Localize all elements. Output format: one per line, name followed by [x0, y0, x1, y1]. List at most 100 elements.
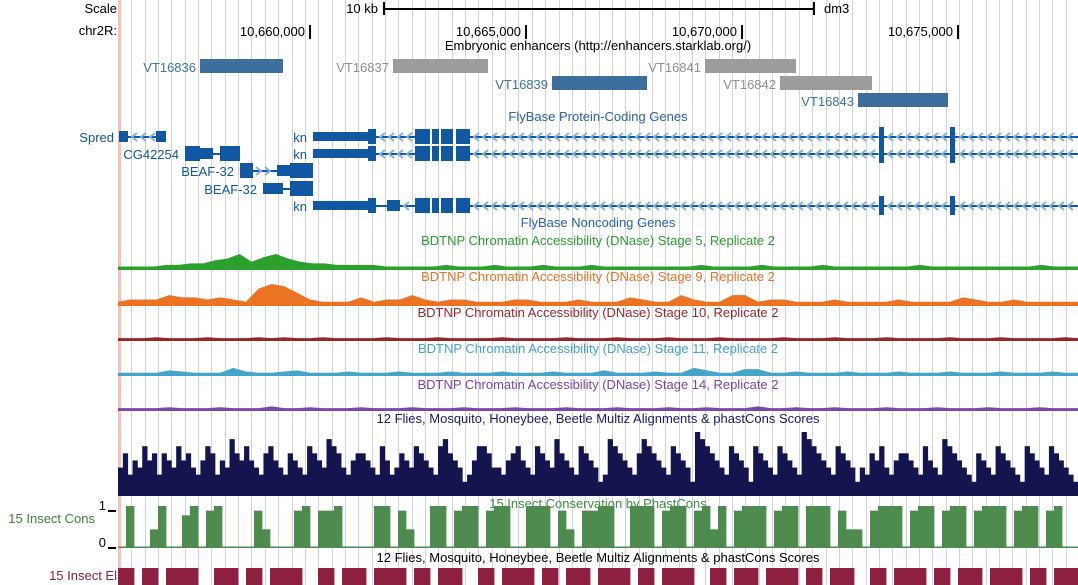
ruler-coordinate-label: 10,670,000	[671, 24, 737, 39]
ruler-coordinate-label: 10,660,000	[239, 24, 305, 39]
gene-exon-tick-kn[interactable]	[950, 144, 955, 163]
gene-exon-kn[interactable]	[313, 149, 368, 158]
enhancer-VT16839[interactable]	[552, 76, 647, 90]
gene-exon-CG42254[interactable]	[185, 146, 200, 161]
track-graph-stage5[interactable]	[118, 254, 1078, 270]
track-graph-multiz[interactable]	[118, 432, 1078, 496]
track-graph-phastcons[interactable]	[118, 506, 1078, 548]
gene-exon-BEAF-32[interactable]	[290, 163, 313, 178]
track-graph-stage10[interactable]	[118, 331, 1078, 341]
gene-exon-Spred[interactable]	[119, 131, 128, 142]
gene-exon-kn[interactable]	[456, 129, 470, 144]
gridline	[371, 0, 373, 585]
gridline	[224, 0, 226, 585]
gene-exon-BEAF-32[interactable]	[277, 165, 290, 176]
gridline	[251, 0, 253, 585]
gene-intron-arrows-Spred	[128, 132, 156, 142]
gene-label-kn: kn	[293, 147, 307, 162]
gene-exon-kn[interactable]	[432, 146, 439, 161]
gridline	[585, 0, 587, 585]
enhancer-VT16841[interactable]	[705, 59, 796, 73]
gridline	[1052, 0, 1054, 585]
track-graph-stage14[interactable]	[118, 401, 1078, 411]
gene-exon-kn[interactable]	[456, 198, 470, 213]
gridline	[358, 0, 360, 585]
gene-exon-tick-kn[interactable]	[879, 196, 884, 215]
enhancer-VT16842[interactable]	[780, 76, 872, 90]
track-graph-stage9[interactable]	[118, 284, 1078, 306]
gene-exon-tick-kn[interactable]	[950, 127, 955, 146]
left-label-insect-elements: 15 Insect El	[49, 568, 117, 583]
gene-exon-kn[interactable]	[368, 146, 376, 161]
gene-exon-kn[interactable]	[432, 129, 439, 144]
gridline	[425, 0, 426, 585]
track-title-multiz-alignments-2: 12 Flies, Mosquito, Honeybee, Beetle Mul…	[376, 550, 820, 565]
track-title-bdtnp-stage9: BDTNP Chromatin Accessibility (DNase) St…	[421, 269, 775, 284]
ruler-tick	[525, 25, 527, 39]
gene-exon-kn[interactable]	[387, 200, 400, 211]
gridline	[678, 0, 680, 585]
gridline	[878, 0, 880, 585]
gene-exon-kn[interactable]	[415, 146, 430, 161]
gene-exon-BEAF-32[interactable]	[240, 163, 253, 178]
gridline	[344, 0, 346, 585]
enhancer-label: VT16843	[801, 94, 854, 109]
gene-intron-BEAF-32	[283, 188, 290, 190]
scale-bar-end-tick	[813, 2, 815, 15]
gene-exon-Spred[interactable]	[156, 131, 166, 142]
gridline	[918, 0, 920, 585]
enhancer-label: VT16842	[723, 77, 776, 92]
gene-intron-arrows-BEAF-32	[253, 166, 277, 176]
gridline	[198, 0, 200, 585]
gridline	[411, 0, 413, 585]
gridline	[1012, 0, 1014, 585]
track-graph-stage11[interactable]	[118, 363, 1078, 376]
cursor-guideline	[118, 0, 121, 585]
gene-exon-kn[interactable]	[441, 129, 453, 144]
enhancer-VT16836[interactable]	[200, 59, 283, 73]
gene-exon-kn[interactable]	[415, 129, 430, 144]
enhancer-VT16843[interactable]	[858, 93, 948, 107]
gridline	[945, 0, 947, 585]
gene-exon-BEAF-32[interactable]	[290, 181, 313, 196]
gene-exon-CG42254[interactable]	[200, 148, 213, 159]
gene-intron-kn	[376, 205, 387, 207]
track-title-flybase-noncoding-genes: FlyBase Noncoding Genes	[520, 215, 676, 230]
ruler-coordinate-label: 10,675,000	[887, 24, 953, 39]
gene-exon-kn[interactable]	[313, 201, 368, 210]
gridline	[505, 0, 507, 585]
gene-exon-kn[interactable]	[441, 198, 453, 213]
gene-exon-kn[interactable]	[415, 198, 430, 213]
gene-exon-tick-kn[interactable]	[879, 127, 884, 146]
gridline	[571, 0, 573, 585]
gene-exon-kn[interactable]	[313, 132, 368, 141]
gridline	[758, 0, 760, 585]
gridline	[518, 0, 520, 585]
track-title-flybase-protein-coding-genes: FlyBase Protein-Coding Genes	[508, 109, 688, 124]
gene-exon-tick-kn[interactable]	[879, 144, 884, 163]
gene-exon-kn[interactable]	[432, 198, 439, 213]
gridline	[838, 0, 840, 585]
gridline	[465, 0, 467, 585]
gridline	[959, 0, 960, 585]
gridline	[705, 0, 707, 585]
enhancer-VT16837[interactable]	[393, 59, 488, 73]
gene-exon-kn[interactable]	[441, 146, 453, 161]
gene-exon-tick-kn[interactable]	[950, 196, 955, 215]
track-title-bdtnp-stage14: BDTNP Chromatin Accessibility (DNase) St…	[417, 377, 779, 392]
gene-exon-kn[interactable]	[456, 146, 470, 161]
gridline	[545, 0, 547, 585]
gridline	[1025, 0, 1027, 585]
gene-exon-kn[interactable]	[368, 198, 376, 213]
gene-exon-BEAF-32[interactable]	[263, 183, 283, 194]
gridline	[558, 0, 560, 585]
gene-exon-CG42254[interactable]	[220, 146, 240, 161]
gridline	[651, 0, 653, 585]
gridline	[531, 0, 533, 585]
ruler-coordinate-label: 10,665,000	[455, 24, 521, 39]
gridline	[318, 0, 320, 585]
gene-exon-kn[interactable]	[368, 129, 376, 144]
track-graph-insect-elements[interactable]	[118, 568, 1078, 585]
track-title-bdtnp-stage5: BDTNP Chromatin Accessibility (DNase) St…	[421, 233, 775, 248]
